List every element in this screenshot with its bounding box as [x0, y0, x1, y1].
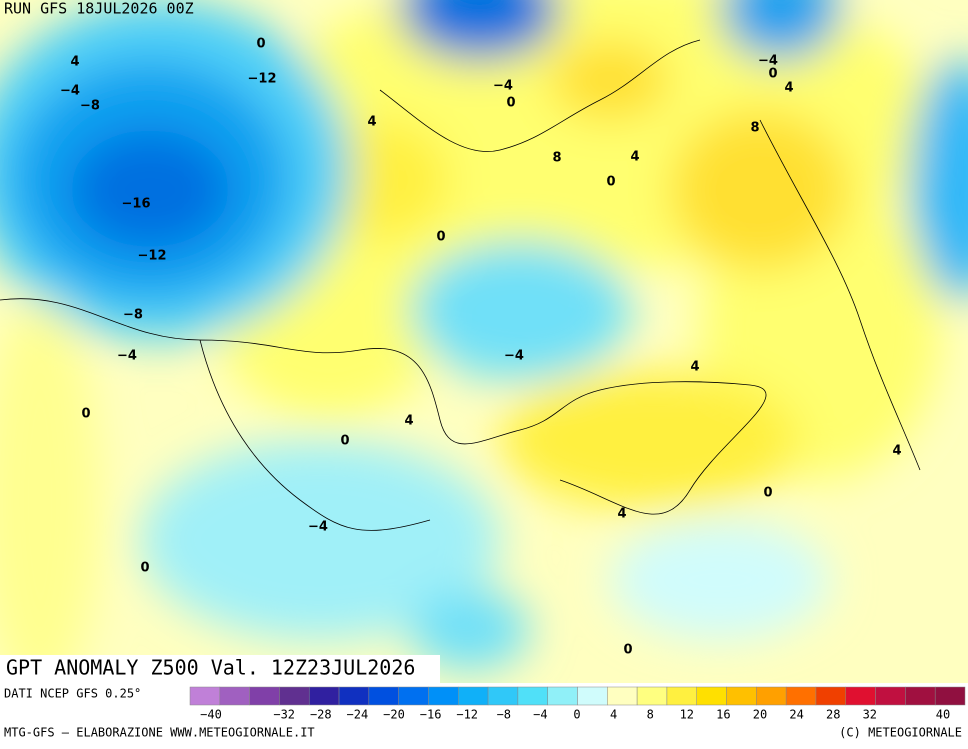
colorbar-swatch [577, 686, 608, 706]
contour-label: 4 [404, 414, 413, 429]
run-label: RUN GFS 18JUL2026 00Z [4, 0, 194, 18]
colorbar-swatch [338, 686, 370, 706]
contour-label: 0 [623, 643, 632, 658]
colorbar-swatch [249, 686, 280, 706]
colorbar-label: 32 [863, 708, 877, 722]
colorbar-label: −8 [497, 708, 511, 722]
colorbar-label: 8 [647, 708, 654, 722]
contour-label: −4 [758, 54, 778, 69]
contour-label: −4 [60, 84, 80, 99]
colorbar-swatch [487, 686, 519, 706]
colorbar-swatch [547, 686, 578, 706]
colorbar-swatch [607, 686, 638, 706]
contour-label: 0 [606, 175, 615, 190]
contour-label: −12 [248, 72, 277, 87]
contour-label: 4 [70, 55, 79, 70]
map-field [0, 0, 968, 683]
colorbar-label: 40 [936, 708, 950, 722]
colorbar-swatch [428, 686, 459, 706]
colorbar-label: −40 [200, 708, 222, 722]
contour-label: 0 [436, 230, 445, 245]
colorbar-swatch [815, 686, 847, 706]
colorbar-label: −20 [383, 708, 405, 722]
contour-label: 0 [340, 434, 349, 449]
contour-label: 8 [750, 121, 759, 136]
colorbar-label: −16 [420, 708, 442, 722]
map-title: GPT ANOMALY Z500 Val. 12Z23JUL2026 [6, 656, 415, 680]
colorbar-label: −28 [310, 708, 332, 722]
contour-label: 4 [784, 81, 793, 96]
colorbar-label: 4 [610, 708, 617, 722]
contour-label: −4 [308, 520, 328, 535]
colorbar-swatch [279, 686, 310, 706]
colorbar-label: 20 [753, 708, 767, 722]
colorbar-swatch [934, 686, 966, 706]
colorbar-swatch [189, 686, 221, 706]
contour-label: −8 [123, 308, 143, 323]
contour-label: 0 [763, 486, 772, 501]
contour-label: −8 [80, 99, 100, 114]
contour-label: −4 [493, 79, 513, 94]
contour-label: −12 [138, 249, 167, 264]
colorbar-label: 28 [826, 708, 840, 722]
colorbar-swatch [756, 686, 787, 706]
contour-label: −16 [122, 197, 151, 212]
colorbar-swatch [845, 686, 876, 706]
colorbar-swatch [219, 686, 250, 706]
colorbar-swatch [308, 686, 340, 706]
colorbar-label: −32 [273, 708, 295, 722]
contour-label: 4 [617, 507, 626, 522]
contour-label: 8 [552, 151, 561, 166]
contour-label: 0 [140, 561, 149, 576]
source-label: DATI NCEP GFS 0.25° [4, 687, 141, 701]
colorbar-swatch [636, 686, 668, 706]
colorbar-swatch [696, 686, 727, 706]
contour-label: 4 [367, 115, 376, 130]
colorbar-label: −12 [456, 708, 478, 722]
colorbar-label: 0 [573, 708, 580, 722]
copyright-label: (C) METEOGIORNALE [839, 726, 962, 740]
title-box [0, 655, 440, 683]
contour-label: 4 [690, 360, 699, 375]
colorbar-label: 24 [789, 708, 803, 722]
contour-label: 4 [630, 150, 639, 165]
colorbar-swatch [666, 686, 697, 706]
colorbar-swatch [905, 686, 936, 706]
contour-label: −4 [504, 349, 524, 364]
colorbar-label: 12 [680, 708, 694, 722]
colorbar-label: −4 [533, 708, 547, 722]
contour-label: 0 [768, 67, 777, 82]
colorbar-swatch [458, 686, 489, 706]
contour-label: 4 [892, 444, 901, 459]
contour-label: 0 [256, 37, 265, 52]
credit-label: MTG-GFS — ELABORAZIONE WWW.METEOGIORNALE… [4, 726, 315, 740]
contour-label: −4 [117, 349, 137, 364]
colorbar-swatch [875, 686, 906, 706]
colorbar-swatch [517, 686, 548, 706]
colorbar-swatch [726, 686, 757, 706]
colorbar-label: −24 [347, 708, 369, 722]
colorbar-label: 16 [716, 708, 730, 722]
colorbar-swatch [368, 686, 399, 706]
colorbar-swatch [398, 686, 429, 706]
contour-label: 0 [506, 96, 515, 111]
contour-label: 0 [81, 407, 90, 422]
colorbar-swatch [785, 686, 817, 706]
